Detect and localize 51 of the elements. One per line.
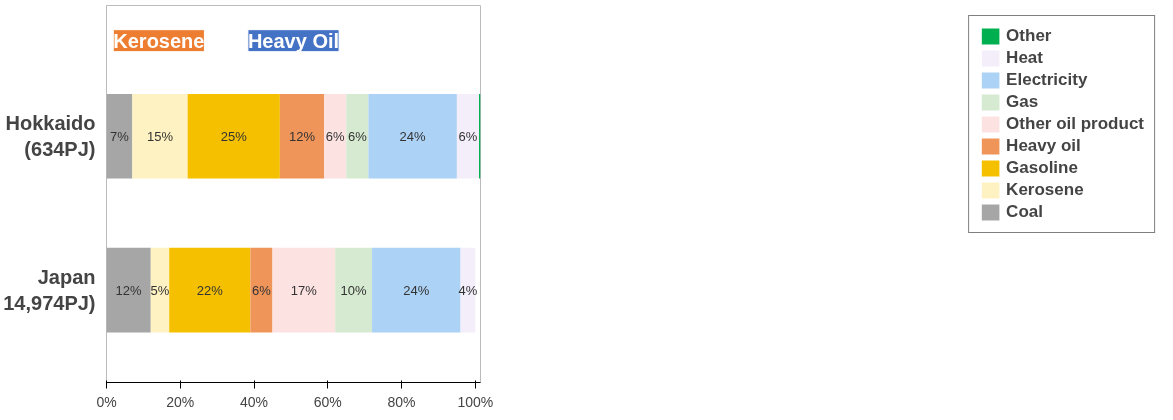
legend-label: Gas bbox=[1006, 92, 1039, 112]
legend-label: Gasoline bbox=[1006, 158, 1078, 178]
data-label: 22% bbox=[196, 282, 224, 298]
bar bbox=[279, 93, 325, 179]
bar bbox=[368, 93, 457, 179]
y-tick-label: Hokkaido bbox=[5, 112, 96, 135]
bar bbox=[106, 247, 151, 333]
bar bbox=[250, 247, 273, 333]
bar bbox=[335, 247, 373, 333]
bar bbox=[272, 247, 336, 333]
data-label: 15% bbox=[146, 128, 174, 144]
annotation: Heavy Oil bbox=[247, 29, 340, 52]
x-tick-label: 40% bbox=[240, 393, 269, 410]
bar bbox=[132, 93, 188, 179]
legend-label: Electricity bbox=[1006, 70, 1088, 90]
legend-label: Other bbox=[1006, 26, 1052, 46]
data-label: 6% bbox=[458, 128, 478, 144]
data-label: 6% bbox=[325, 128, 346, 144]
bar bbox=[456, 93, 480, 179]
data-label: 6% bbox=[252, 282, 272, 298]
data-label: 12% bbox=[115, 282, 143, 298]
annotation: Kerosene bbox=[113, 29, 205, 52]
legend-label: Kerosene bbox=[1006, 180, 1084, 200]
legend-label: Heat bbox=[1006, 48, 1043, 68]
data-label: 24% bbox=[399, 128, 427, 144]
text: (634PJ) bbox=[24, 138, 96, 161]
text: 14,974PJ) bbox=[3, 292, 96, 315]
data-label: 6% bbox=[347, 128, 368, 144]
bar bbox=[346, 93, 369, 179]
legend-label: Heavy oil bbox=[1006, 136, 1081, 156]
bar bbox=[324, 93, 347, 179]
data-label: 12% bbox=[288, 128, 316, 144]
x-tick-label: 60% bbox=[313, 393, 342, 410]
data-label: 25% bbox=[220, 128, 248, 144]
data-label: 10% bbox=[340, 282, 368, 298]
y-tick-label: Japan bbox=[37, 265, 96, 288]
bar bbox=[169, 247, 251, 333]
bar bbox=[150, 247, 170, 333]
bar bbox=[106, 93, 133, 179]
x-tick-label: 0% bbox=[96, 393, 117, 410]
data-label: 4% bbox=[458, 282, 478, 298]
data-label: 7% bbox=[110, 128, 130, 144]
data-label: 17% bbox=[290, 282, 318, 298]
bar bbox=[187, 93, 280, 179]
legend-label: Other oil product bbox=[1006, 114, 1144, 134]
data-label: 5% bbox=[150, 282, 170, 298]
x-tick-label: 80% bbox=[387, 393, 416, 410]
legend-label: Coal bbox=[1006, 202, 1043, 222]
data-label: 24% bbox=[403, 282, 430, 298]
x-tick-label: 100% bbox=[457, 393, 494, 410]
x-tick-label: 20% bbox=[166, 393, 195, 410]
